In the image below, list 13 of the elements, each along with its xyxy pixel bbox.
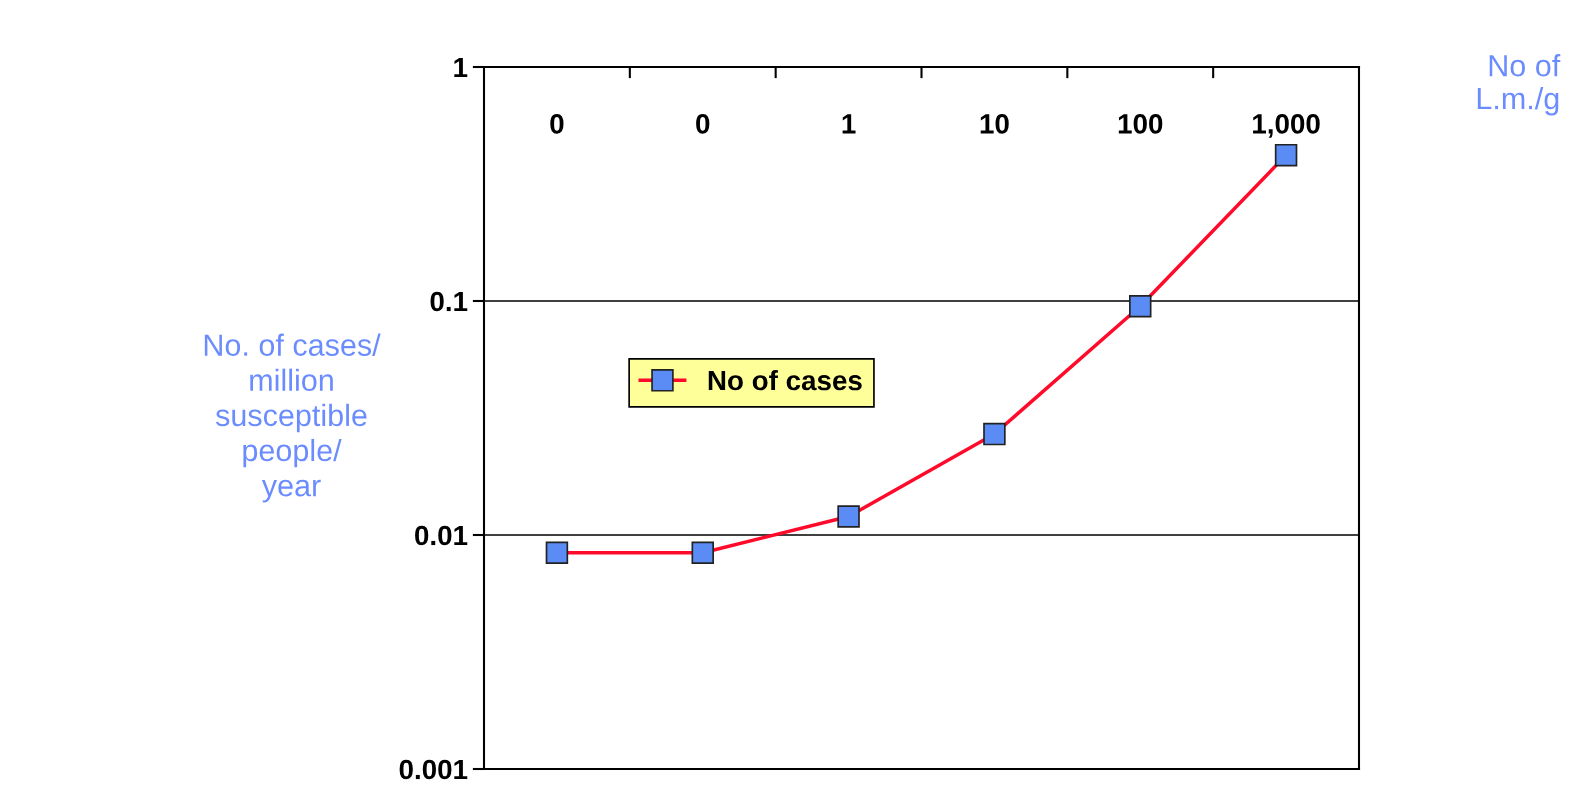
y-tick-label: 0.01 (415, 525, 468, 546)
x-tick-label: 0 (550, 114, 564, 134)
x-tick-label: 100 (1118, 114, 1163, 134)
y-tick-label: 1 (454, 57, 468, 78)
x-tick-label: 1 (842, 114, 856, 134)
y-axis-title: No. of cases/ million susceptible people/ year (204, 333, 381, 503)
y-tick-label: 0.001 (399, 759, 468, 780)
y-tick-label: 0.1 (430, 291, 468, 312)
x-tick-label: 1,000 (1253, 114, 1320, 138)
x-tick-label: 10 (980, 114, 1009, 134)
x-axis-title: No of L.m./g (1477, 54, 1561, 116)
legend-label: No of cases (708, 369, 862, 391)
x-tick-label: 0 (696, 114, 710, 134)
